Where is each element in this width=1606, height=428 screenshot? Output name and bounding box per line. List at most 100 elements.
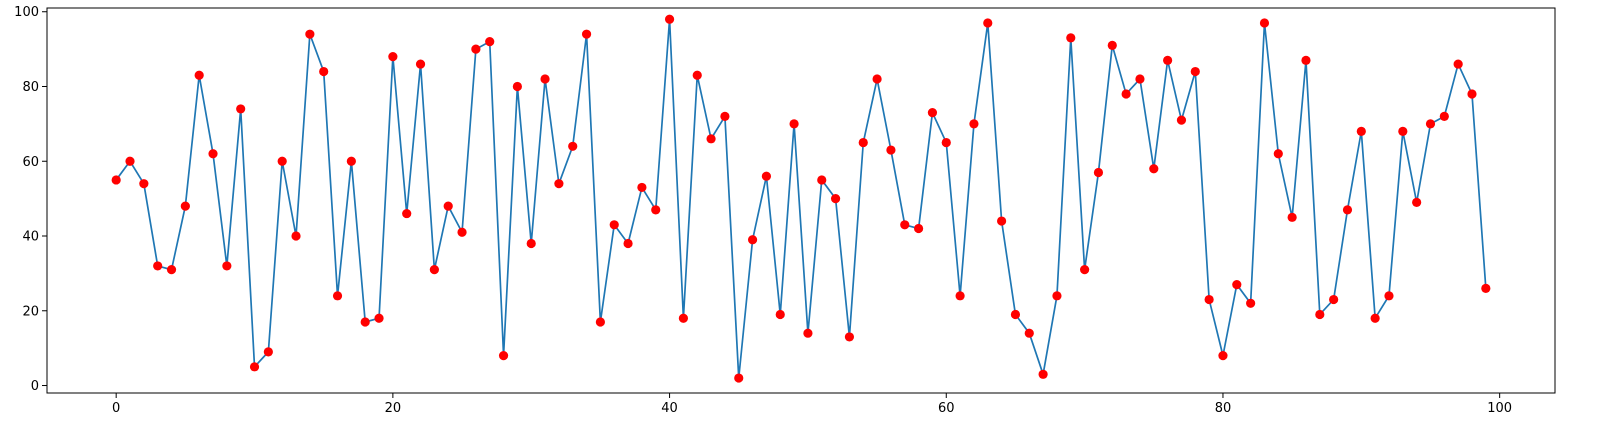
data-point (789, 119, 799, 129)
data-point (1093, 167, 1104, 178)
data-point (111, 175, 121, 185)
data-point (1052, 291, 1062, 301)
data-point (568, 141, 578, 151)
data-point (498, 351, 509, 361)
data-point (1176, 115, 1187, 125)
data-point (540, 74, 550, 84)
data-point (526, 238, 536, 249)
data-point (1246, 298, 1256, 308)
data-point (803, 328, 813, 338)
data-point (512, 81, 522, 92)
data-point (1232, 280, 1242, 290)
x-tick-label: 80 (1215, 401, 1232, 416)
data-point (194, 70, 204, 80)
data-point (180, 201, 190, 211)
data-point (692, 70, 702, 80)
data-point (609, 220, 619, 230)
data-point (346, 156, 356, 166)
y-tick-label: 100 (14, 5, 39, 20)
data-point (1398, 126, 1408, 136)
y-tick-label: 40 (22, 230, 39, 245)
data-point (886, 145, 896, 155)
data-point (1287, 212, 1297, 222)
data-point (1163, 55, 1173, 65)
data-point (1370, 313, 1380, 323)
data-point (637, 182, 647, 193)
data-point (734, 373, 744, 383)
data-point (706, 134, 716, 144)
data-point (761, 171, 772, 181)
data-point (595, 317, 605, 327)
data-point (1356, 126, 1366, 136)
data-point (554, 179, 564, 189)
data-point (1218, 351, 1228, 361)
data-point (1038, 369, 1048, 379)
data-point (1301, 55, 1311, 65)
data-point (360, 317, 370, 327)
data-point (983, 18, 993, 28)
data-point (651, 205, 661, 215)
data-point (305, 29, 315, 39)
data-point (388, 51, 398, 62)
data-point (1425, 119, 1436, 129)
data-point (236, 104, 246, 114)
data-point (402, 208, 412, 219)
data-point (374, 313, 384, 323)
data-point (1080, 265, 1090, 275)
data-point (1342, 205, 1353, 215)
data-point (139, 179, 149, 189)
data-point (457, 227, 467, 237)
x-tick-label: 100 (1487, 401, 1512, 416)
data-point (1273, 149, 1283, 159)
data-point (415, 59, 426, 69)
data-point (125, 156, 135, 166)
data-point (319, 66, 329, 77)
data-point (872, 74, 882, 84)
data-point (1439, 111, 1449, 121)
data-point (927, 108, 938, 118)
data-point (429, 265, 439, 275)
plot-frame (46, 7, 1556, 394)
x-tick-label: 60 (938, 401, 955, 416)
data-point (485, 37, 495, 47)
y-tick-label: 20 (22, 304, 39, 319)
data-point (997, 216, 1007, 226)
data-point (1149, 164, 1159, 174)
y-axis: 0 20 40 60 80 100 (14, 5, 47, 394)
data-point (1259, 18, 1270, 28)
data-point (208, 149, 218, 159)
data-point (830, 194, 841, 204)
data-point (1467, 89, 1477, 99)
x-tick-label: 20 (385, 401, 402, 416)
data-point (332, 291, 343, 301)
data-point (775, 309, 785, 320)
data-point (166, 265, 177, 275)
y-tick-label: 60 (22, 155, 39, 170)
data-point (1329, 294, 1339, 305)
data-point (913, 223, 924, 234)
data-point (291, 231, 301, 241)
data-point (664, 14, 675, 24)
data-point (1066, 33, 1076, 43)
data-point (969, 119, 979, 129)
data-point (900, 220, 910, 230)
x-axis: 0 20 40 60 80 100 (112, 393, 1512, 416)
plot-area (111, 14, 1491, 383)
data-point (443, 201, 453, 211)
data-point (1204, 294, 1214, 305)
data-point (277, 156, 287, 166)
data-point (1315, 309, 1325, 320)
data-point (955, 291, 965, 301)
data-point (678, 313, 689, 323)
data-point (1107, 40, 1117, 50)
series-line (115, 19, 1487, 379)
data-point (1453, 59, 1463, 69)
data-point (858, 137, 868, 148)
data-point (263, 347, 273, 357)
x-tick-label: 0 (112, 401, 120, 416)
data-point (1481, 283, 1491, 293)
data-point (623, 238, 633, 249)
data-point (1190, 66, 1200, 77)
data-point (844, 332, 855, 342)
